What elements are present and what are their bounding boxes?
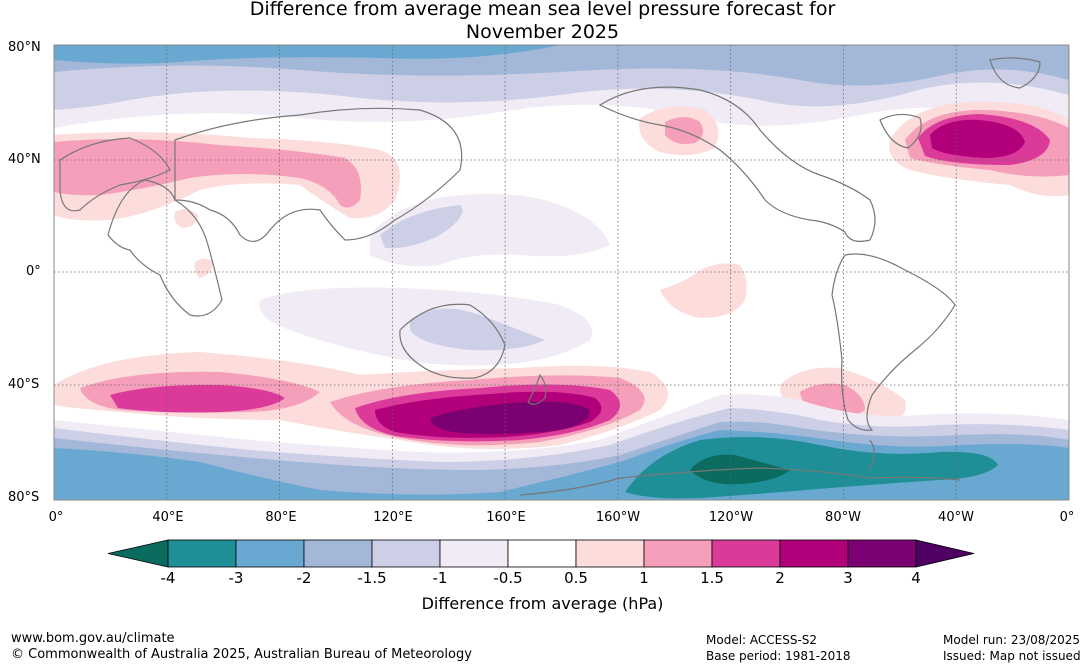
wpacific-negative-inner [380, 205, 463, 249]
natlantic-positive-core [930, 119, 1025, 158]
lat-label-equator: 0° [26, 264, 41, 279]
colorbar-segment [643, 539, 713, 568]
colorbar-tick-label: -4 [160, 569, 176, 587]
colorbar-segment [167, 539, 237, 568]
anomaly-field [54, 45, 1069, 500]
southern-positive-max [430, 401, 590, 434]
colorbar-tick-label: 1.5 [700, 569, 724, 587]
lon-label-80w: 80°W [825, 510, 861, 525]
colorbar-tick-label: 0.5 [564, 569, 588, 587]
colorbar-segment [507, 539, 577, 568]
lon-label-160w: 160°W [595, 510, 641, 525]
colorbar-tick-label: 2 [775, 569, 785, 587]
australia-negative-inner [410, 308, 545, 351]
lon-label-40e: 40°E [152, 510, 184, 525]
colorbar-segment [235, 539, 305, 568]
colorbar-tick-label: -0.5 [493, 569, 523, 587]
chart-title: Difference from average mean sea level p… [0, 0, 1085, 44]
colorbar-tick-label: -2 [296, 569, 312, 587]
coastlines [59, 57, 1041, 496]
lon-label-0: 0° [48, 510, 64, 525]
colorbar-low-extension [107, 539, 169, 568]
npacific-positive-inner [665, 117, 704, 144]
colorbar-tick-label: -1.5 [357, 569, 387, 587]
colorbar-high-extension [915, 539, 975, 568]
colorbar-tick-label: -3 [228, 569, 244, 587]
epacific-positive [660, 263, 747, 318]
colorbar-tick-label: 1 [639, 569, 649, 587]
india-positive-spot [194, 258, 213, 278]
title-line-1: Difference from average mean sea level p… [249, 0, 836, 20]
title-line-2: November 2025 [465, 21, 620, 43]
footer-model-run: Model run: 23/08/2025 [943, 633, 1081, 647]
colorbar-tick-label: 3 [843, 569, 853, 587]
lat-label-40n: 40°N [8, 152, 41, 167]
lon-label-120w: 120°W [708, 510, 754, 525]
colorbar-tick-label: 4 [911, 569, 921, 587]
lat-label-80s: 80°S [8, 490, 40, 505]
lon-label-40w: 40°W [938, 510, 974, 525]
lon-label-80e: 80°E [265, 510, 297, 525]
lon-label-120e: 120°E [373, 510, 413, 525]
colorbar-tick-label: -1 [432, 569, 448, 587]
lon-label-0-end: 0° [1059, 510, 1075, 525]
colorbar-segment [575, 539, 645, 568]
colorbar-segment [847, 539, 917, 568]
colorbar-segment [711, 539, 781, 568]
footer-url: www.bom.gov.au/climate [11, 631, 175, 646]
colorbar [107, 539, 975, 568]
arctic-negative-deep [54, 45, 560, 64]
lon-label-160e: 160°E [486, 510, 526, 525]
footer-base-period: Base period: 1981-2018 [706, 649, 851, 663]
colorbar-segment [779, 539, 849, 568]
footer-model: Model: ACCESS-S2 [706, 633, 818, 647]
colorbar-segment [303, 539, 373, 568]
footer-copyright: © Commonwealth of Australia 2025, Austra… [11, 647, 472, 662]
eurasia-positive-mid [54, 139, 361, 208]
footer-issued: Issued: Map not issued [943, 649, 1081, 663]
map-frame [53, 44, 1070, 501]
lat-label-80n: 80°N [8, 40, 41, 55]
colorbar-title: Difference from average (hPa) [421, 594, 664, 613]
lat-label-40s: 40°S [8, 377, 40, 392]
colorbar-segment [439, 539, 509, 568]
colorbar-segment [371, 539, 441, 568]
